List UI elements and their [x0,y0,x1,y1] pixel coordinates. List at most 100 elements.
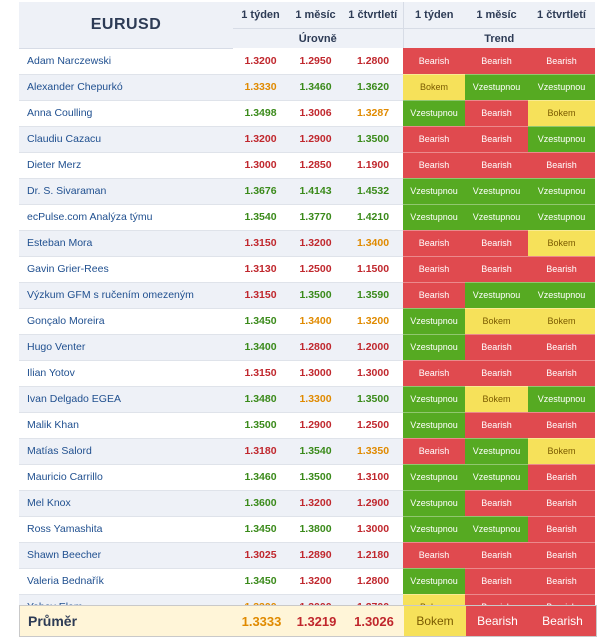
level-month: 1.2900 [288,412,343,439]
forecaster-name-link[interactable]: Valeria Bednařík [19,568,233,595]
level-month: 1.3460 [288,74,343,101]
trend-quarter: Bearish [528,152,595,179]
level-week: 1.3150 [233,282,288,309]
forecaster-name-link[interactable]: Claudiu Cazacu [19,126,233,153]
forecaster-name-link[interactable]: Adam Narczewski [19,48,233,75]
trend-month: Bearish [465,48,528,75]
level-week: 1.3498 [233,100,288,127]
forecast-table: EURUSD 1 týden 1 měsíc 1 čtvrtletí 1 týd… [19,2,595,621]
forecaster-name-link[interactable]: Ivan Delgado EGEA [19,386,233,413]
forecaster-name-link[interactable]: Anna Coulling [19,100,233,127]
trend-week: Bearish [403,282,465,309]
level-week: 1.3150 [233,360,288,387]
level-quarter: 1.3400 [343,230,403,257]
level-quarter: 1.2180 [343,542,403,569]
forecaster-row: Ross Yamashita 1.3450 1.3800 1.3000 Vzestupn… [19,516,595,543]
trend-month: Vzestupnou [465,178,528,205]
trend-week: Bearish [403,542,465,569]
trend-quarter: Bearish [528,412,595,439]
level-week: 1.3200 [233,48,288,75]
level-month: 1.3200 [288,230,343,257]
trend-quarter: Bokem [528,100,595,127]
level-week: 1.3480 [233,386,288,413]
forecaster-row: Dr. S. Sivaraman 1.3676 1.4143 1.4532 Vzestu… [19,178,595,205]
average-summary: Průměr 1.3333 1.3219 1.3026 Bokem Bearis… [19,605,597,637]
forecaster-row: Dieter Merz 1.3000 1.2850 1.1900 Bearish Bear… [19,152,595,179]
trend-week: Vzestupnou [403,568,465,595]
forecaster-row: ecPulse.com Analýza týmu 1.3540 1.3770 1.42… [19,204,595,231]
average-level-quarter: 1.3026 [344,606,404,636]
forecaster-name-link[interactable]: ecPulse.com Analýza týmu [19,204,233,231]
trend-week: Bearish [403,230,465,257]
level-quarter: 1.3000 [343,516,403,543]
trend-quarter: Vzestupnou [528,178,595,205]
trend-quarter: Bokem [528,230,595,257]
forecaster-row: Claudiu Cazacu 1.3200 1.2900 1.3500 Bearish B… [19,126,595,153]
forecaster-row: Alexander Chepurkó 1.3330 1.3460 1.3620 Boke… [19,74,595,101]
forecaster-name-link[interactable]: Mel Knox [19,490,233,517]
forecaster-name-link[interactable]: Dr. S. Sivaraman [19,178,233,205]
forecaster-name-link[interactable]: Dieter Merz [19,152,233,179]
trend-quarter: Bearish [528,568,595,595]
average-trend-quarter: Bearish [529,606,596,636]
forecaster-row: Gonçalo Moreira 1.3450 1.3400 1.3200 Vzestup… [19,308,595,335]
forecaster-row: Malik Khan 1.3500 1.2900 1.2500 Vzestupnou Be… [19,412,595,439]
trend-month: Bokem [465,308,528,335]
col-header-levels-quarter: 1 čtvrtletí [343,2,403,29]
forecaster-name-link[interactable]: Gonçalo Moreira [19,308,233,335]
trend-month: Vzestupnou [465,464,528,491]
trend-week: Vzestupnou [403,516,465,543]
trend-month: Vzestupnou [465,74,528,101]
forecaster-row: Ilian Yotov 1.3150 1.3000 1.3000 Bearish Bear… [19,360,595,387]
trend-quarter: Bearish [528,256,595,283]
level-month: 1.3200 [288,490,343,517]
level-quarter: 1.4532 [343,178,403,205]
header-row-periods: EURUSD 1 týden 1 měsíc 1 čtvrtletí 1 týd… [19,2,595,49]
trend-week: Vzestupnou [403,308,465,335]
level-quarter: 1.2900 [343,490,403,517]
trend-week: Bokem [403,74,465,101]
average-trend-week: Bokem [404,606,466,636]
level-month: 1.3200 [288,568,343,595]
forecaster-row: Anna Coulling 1.3498 1.3006 1.3287 Vzestupno… [19,100,595,127]
level-week: 1.3450 [233,516,288,543]
trend-quarter: Bearish [528,516,595,543]
trend-week: Bearish [403,256,465,283]
trend-month: Bearish [465,568,528,595]
forecaster-name-link[interactable]: Ilian Yotov [19,360,233,387]
forecaster-name-link[interactable]: Esteban Mora [19,230,233,257]
trend-quarter: Vzestupnou [528,204,595,231]
level-week: 1.3200 [233,126,288,153]
level-week: 1.3025 [233,542,288,569]
trend-quarter: Vzestupnou [528,386,595,413]
trend-quarter: Bearish [528,542,595,569]
level-month: 1.2800 [288,334,343,361]
trend-quarter: Vzestupnou [528,74,595,101]
forecaster-name-link[interactable]: Malik Khan [19,412,233,439]
forecaster-name-link[interactable]: Gavin Grier-Rees [19,256,233,283]
forecaster-name-link[interactable]: Ross Yamashita [19,516,233,543]
level-quarter: 1.1500 [343,256,403,283]
level-week: 1.3180 [233,438,288,465]
trend-month: Vzestupnou [465,516,528,543]
forecaster-name-link[interactable]: Výzkum GFM s ručením omezeným [19,282,233,309]
trend-month: Bearish [465,230,528,257]
trend-quarter: Bearish [528,360,595,387]
trend-week: Vzestupnou [403,204,465,231]
trend-quarter: Bearish [528,334,595,361]
trend-quarter: Bokem [528,308,595,335]
forecaster-row: Gavin Grier-Rees 1.3130 1.2500 1.1500 Bearis… [19,256,595,283]
forecaster-name-link[interactable]: Hugo Venter [19,334,233,361]
forecaster-name-link[interactable]: Mauricio Carrillo [19,464,233,491]
trend-month: Bokem [465,386,528,413]
level-quarter: 1.3500 [343,386,403,413]
trend-week: Bearish [403,48,465,75]
forecaster-row: Matías Salord 1.3180 1.3540 1.3350 Bearish Vz… [19,438,595,465]
forecaster-name-link[interactable]: Alexander Chepurkó [19,74,233,101]
forecaster-name-link[interactable]: Shawn Beecher [19,542,233,569]
forecaster-name-link[interactable]: Matías Salord [19,438,233,465]
level-week: 1.3540 [233,204,288,231]
trend-week: Vzestupnou [403,100,465,127]
trend-week: Vzestupnou [403,386,465,413]
trend-quarter: Bearish [528,490,595,517]
